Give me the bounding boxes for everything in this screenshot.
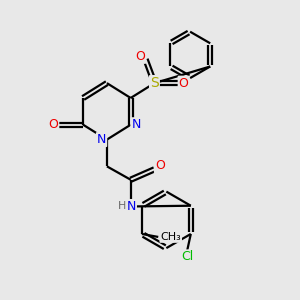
Text: O: O: [49, 118, 58, 131]
Text: N: N: [97, 133, 106, 146]
Text: O: O: [135, 50, 145, 63]
Text: O: O: [178, 76, 188, 90]
Text: CH₃: CH₃: [160, 232, 181, 242]
Text: N: N: [127, 200, 136, 213]
Text: S: S: [150, 76, 159, 90]
Text: Cl: Cl: [181, 250, 194, 263]
Text: O: O: [155, 159, 165, 172]
Text: N: N: [131, 118, 141, 131]
Text: H: H: [118, 202, 127, 212]
